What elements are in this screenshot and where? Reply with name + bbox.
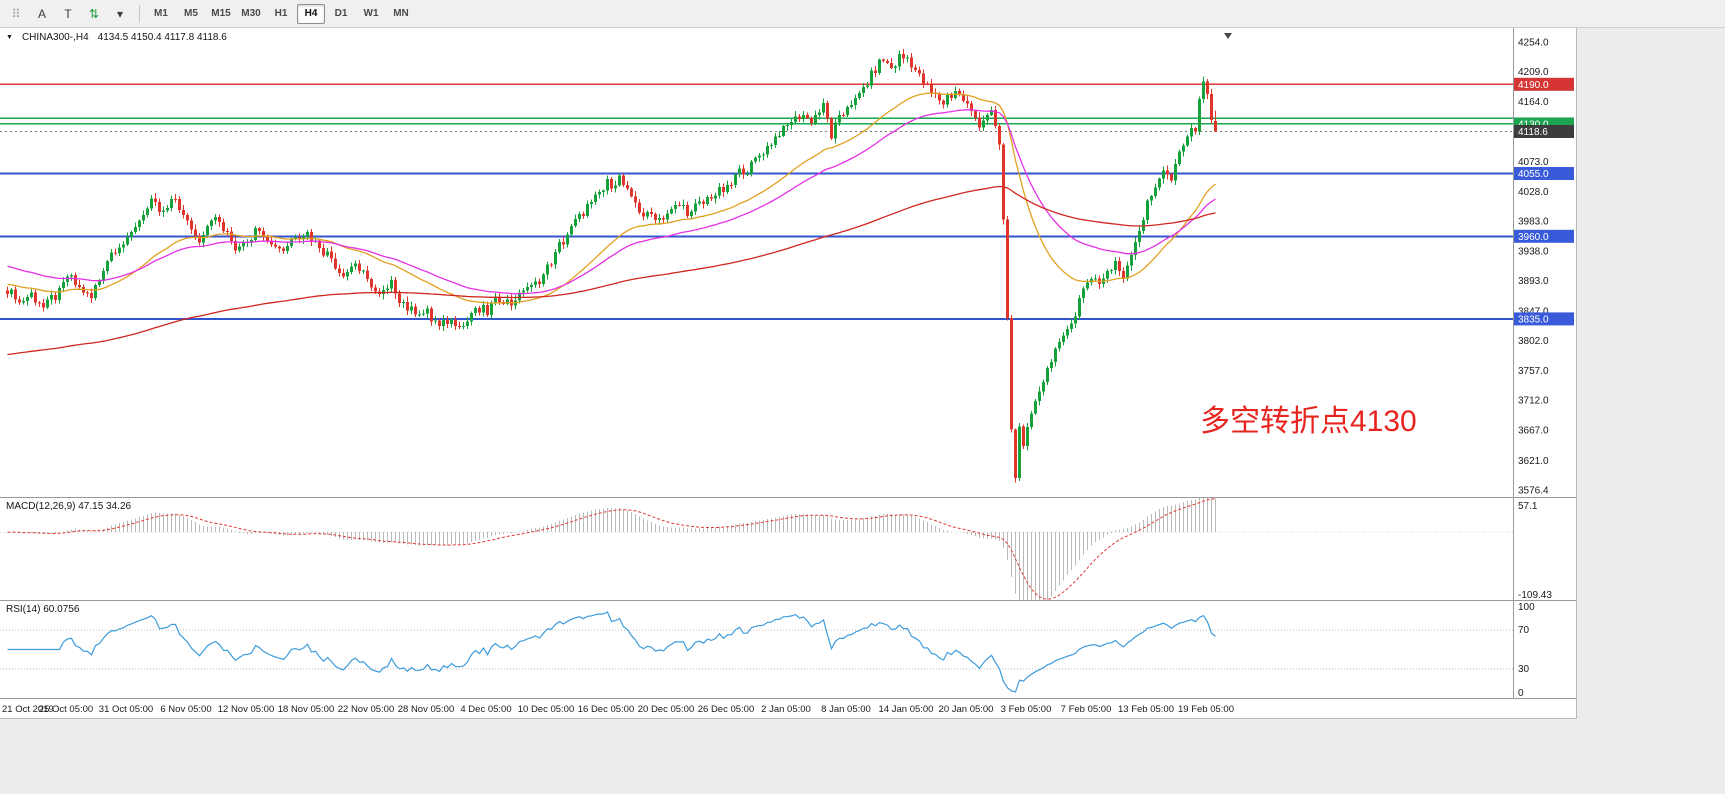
price-tick: 4073.0 (1518, 157, 1549, 168)
svg-text:4055.0: 4055.0 (1518, 169, 1549, 180)
date-label: 4 Dec 05:00 (460, 704, 511, 715)
chart-annotation: 多空转折点4130 (1200, 405, 1417, 438)
price-tick: 4164.0 (1518, 97, 1549, 108)
macd-signal-line (7, 498, 1216, 600)
date-label: 18 Nov 05:00 (278, 704, 335, 715)
svg-text:3960.0: 3960.0 (1518, 232, 1549, 243)
candles-layer[interactable] (6, 48, 1217, 483)
price-tick: 4254.0 (1518, 38, 1549, 49)
rsi-tick-30: 30 (1518, 664, 1530, 675)
date-label: 25 Oct 05:00 (39, 704, 93, 715)
price-tick: 4028.0 (1518, 187, 1549, 198)
window-bottom-margin (0, 718, 1577, 794)
date-label: 16 Dec 05:00 (578, 704, 635, 715)
rsi-tick-70: 70 (1518, 625, 1530, 636)
timeframe-m15-button[interactable]: M15 (211, 8, 231, 19)
toolbar: ⠿ A T ⇅ ▾ M1 M5 M15 M30 H1 H4 D1 W1 MN (0, 0, 1725, 28)
date-label: 22 Nov 05:00 (338, 704, 395, 715)
macd-max-tick: 57.1 (1518, 501, 1538, 512)
ma-line-34 (7, 92, 1216, 304)
rsi-tick-0: 0 (1518, 688, 1524, 699)
price-badge-4055.0: 4055.0 (1514, 167, 1574, 181)
toolbar-timeframes: M1 M5 M15 M30 H1 H4 D1 W1 MN (147, 3, 415, 24)
rsi-indicator-label: RSI(14) 60.0756 (6, 604, 80, 615)
rsi-line (7, 611, 1216, 693)
price-tick: 3938.0 (1518, 246, 1549, 257)
price-tick: 3576.4 (1518, 485, 1549, 496)
toolbar-drag-handle[interactable]: ⠿ (11, 6, 21, 21)
chart-shift-marker[interactable] (1224, 33, 1232, 39)
cycle-symbols-button[interactable]: ⇅ (88, 6, 100, 21)
price-badge-3835.0: 3835.0 (1514, 312, 1574, 326)
timeframe-h1-button[interactable]: H1 (274, 8, 288, 19)
cursor-tool-button[interactable]: A (37, 6, 46, 21)
price-tick: 3757.0 (1518, 366, 1549, 377)
date-label: 28 Nov 05:00 (398, 704, 455, 715)
price-tick: 3847.0 (1518, 306, 1549, 317)
date-label: 3 Feb 05:00 (1001, 704, 1052, 715)
macd-indicator-label: MACD(12,26,9) 47.15 34.26 (6, 501, 132, 512)
timeframe-m30-button[interactable]: M30 (241, 8, 261, 19)
macd-histogram (10, 498, 1217, 600)
timeframe-m5-button[interactable]: M5 (184, 8, 198, 19)
one-click-trading-collapse-icon[interactable]: ▼ (6, 34, 13, 41)
timeframe-mn-button[interactable]: MN (393, 8, 409, 19)
chart-title: ▼ CHINA300-,H4 4134.5 4150.4 4117.8 4118… (6, 32, 227, 43)
price-tick: 3893.0 (1518, 276, 1549, 287)
price-tick: 3667.0 (1518, 425, 1549, 436)
chart-ohlc-values: 4134.5 4150.4 4117.8 4118.6 (97, 32, 227, 43)
tool-options-caret-button[interactable]: ▾ (116, 6, 124, 21)
date-label: 12 Nov 05:00 (218, 704, 275, 715)
price-badge-4118.6: 4118.6 (1514, 124, 1574, 138)
date-label: 21 Oct 2019 (2, 704, 54, 715)
chart-window: 4254.04209.04164.04119.04073.04028.03983… (0, 28, 1577, 718)
price-badge-4190.0: 4190.0 (1514, 77, 1574, 91)
rsi-tick-100: 100 (1518, 602, 1535, 613)
timeframe-d1-button[interactable]: D1 (334, 8, 348, 19)
window-right-margin (1577, 28, 1725, 794)
date-label: 19 Feb 05:00 (1178, 704, 1234, 715)
price-chart[interactable]: 4254.04209.04164.04119.04073.04028.03983… (0, 28, 1576, 718)
date-label: 2 Jan 05:00 (761, 704, 811, 715)
date-label: 20 Jan 05:00 (939, 704, 994, 715)
text-label-tool-button[interactable]: T (64, 6, 72, 21)
toolbar-tools: ⠿ A T ⇅ ▾ (4, 3, 132, 25)
date-label: 14 Jan 05:00 (879, 704, 934, 715)
date-label: 26 Dec 05:00 (698, 704, 755, 715)
svg-text:4190.0: 4190.0 (1518, 80, 1549, 91)
price-tick: 3983.0 (1518, 217, 1549, 228)
date-label: 20 Dec 05:00 (638, 704, 695, 715)
svg-text:4130.0: 4130.0 (1518, 119, 1549, 130)
date-label: 8 Jan 05:00 (821, 704, 871, 715)
date-label: 7 Feb 05:00 (1061, 704, 1112, 715)
date-label: 6 Nov 05:00 (160, 704, 211, 715)
timeframe-w1-button[interactable]: W1 (363, 8, 379, 19)
svg-text:3835.0: 3835.0 (1518, 314, 1549, 325)
price-tick: 4209.0 (1518, 67, 1549, 78)
toolbar-separator (139, 4, 140, 23)
chart-symbol-period: CHINA300-,H4 (21, 32, 89, 43)
ma-line-200 (7, 185, 1216, 356)
price-tick: 3712.0 (1518, 396, 1549, 407)
date-label: 10 Dec 05:00 (518, 704, 575, 715)
ma-line-55 (7, 109, 1216, 295)
macd-min-tick: -109.43 (1518, 590, 1552, 601)
timeframe-m1-button[interactable]: M1 (154, 8, 168, 19)
price-badge-3960.0: 3960.0 (1514, 229, 1574, 243)
timeframe-h4-button[interactable]: H4 (297, 3, 325, 24)
date-label: 13 Feb 05:00 (1118, 704, 1174, 715)
price-tick: 3621.0 (1518, 456, 1549, 467)
price-tick: 3802.0 (1518, 336, 1549, 347)
svg-text:4118.6: 4118.6 (1518, 127, 1548, 138)
date-label: 31 Oct 05:00 (99, 704, 153, 715)
